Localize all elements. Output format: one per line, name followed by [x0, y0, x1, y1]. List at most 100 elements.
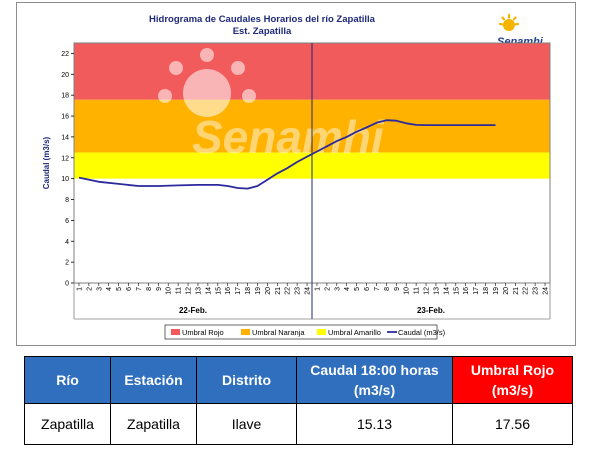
legend-swatch-2	[317, 329, 326, 335]
x-tick-label-25: 2	[324, 287, 331, 291]
legend-swatch-0	[171, 329, 180, 335]
x-tick-label-31: 8	[384, 287, 391, 291]
x-tick-label-47: 24	[543, 287, 550, 295]
y-tick-label-1: 2	[65, 260, 69, 267]
y-tick-label-7: 14	[61, 134, 69, 141]
x-tick-label-14: 15	[215, 287, 222, 295]
x-tick-label-16: 17	[235, 287, 242, 295]
x-tick-label-23: 24	[305, 287, 312, 295]
x-tick-label-42: 19	[493, 287, 500, 295]
legend-label-1: Umbral Naranja	[252, 328, 305, 337]
chart-title: Hidrograma de Caudales Horarios del río …	[149, 14, 376, 25]
hydrograph-chart: Hidrograma de Caudales Horarios del río …	[42, 13, 551, 340]
x-tick-label-0: 1	[76, 287, 83, 291]
legend-label-3: Caudal (m3/s)	[398, 328, 446, 337]
x-tick-label-7: 8	[146, 287, 153, 291]
x-tick-label-30: 7	[374, 287, 381, 291]
x-tick-label-41: 18	[483, 287, 490, 295]
x-tick-label-26: 3	[334, 287, 341, 291]
chart-frame: Hidrograma de Caudales Horarios del río …	[16, 2, 576, 346]
x-tick-label-8: 9	[156, 287, 163, 291]
x-tick-label-2: 3	[96, 287, 103, 291]
x-tick-label-33: 10	[404, 287, 411, 295]
x-tick-label-38: 15	[453, 287, 460, 295]
cell-umbral-rojo: 17.56	[452, 403, 573, 445]
cell-distrito: Ilave	[196, 403, 297, 445]
x-tick-label-1: 2	[86, 287, 93, 291]
y-axis-title: Caudal (m3/s)	[42, 136, 51, 189]
y-tick-label-4: 8	[65, 197, 69, 204]
x-tick-label-17: 18	[245, 287, 252, 295]
watermark-sun-ray-1	[231, 61, 245, 75]
x-tick-label-9: 10	[166, 287, 173, 295]
legend-label-0: Umbral Rojo	[182, 328, 224, 337]
y-tick-label-5: 10	[61, 176, 69, 183]
y-tick-label-3: 6	[65, 218, 69, 225]
x-tick-label-39: 16	[463, 287, 470, 295]
x-tick-label-10: 11	[176, 287, 183, 294]
x-tick-label-28: 5	[354, 287, 361, 291]
y-tick-label-6: 12	[61, 155, 69, 162]
header-caudal: Caudal 18:00 horas (m3/s)	[296, 356, 453, 404]
y-tick-label-9: 18	[61, 93, 69, 100]
x-tick-label-3: 4	[106, 287, 113, 291]
summary-table: Río Estación Distrito Caudal 18:00 horas…	[24, 356, 573, 445]
legend-label-2: Umbral Amarillo	[328, 328, 381, 337]
x-tick-label-18: 19	[255, 287, 262, 295]
x-tick-label-46: 23	[533, 287, 540, 295]
y-tick-label-0: 0	[65, 281, 69, 288]
x-tick-label-11: 12	[186, 287, 193, 295]
y-tick-label-8: 16	[61, 114, 69, 121]
x-tick-label-44: 21	[513, 287, 520, 295]
legend-box	[164, 324, 438, 340]
x-tick-label-36: 13	[433, 287, 440, 295]
x-tick-label-6: 7	[136, 287, 143, 291]
table-row: Zapatilla Zapatilla Ilave 15.13 17.56	[24, 403, 573, 445]
x-tick-label-22: 23	[295, 287, 302, 295]
x-tick-label-5: 6	[126, 287, 133, 291]
header-rio: Río	[24, 356, 111, 404]
y-tick-label-11: 22	[61, 51, 69, 58]
x-tick-label-4: 5	[116, 287, 123, 291]
x-tick-label-24: 1	[314, 287, 321, 291]
cell-estacion: Zapatilla	[110, 403, 197, 445]
watermark-sun-ray-2	[242, 89, 256, 103]
x-tick-label-20: 21	[275, 287, 282, 295]
x-tick-label-12: 13	[195, 287, 202, 295]
legend-swatch-1	[241, 329, 250, 335]
x-tick-label-43: 20	[503, 287, 510, 295]
x-tick-label-27: 4	[344, 287, 351, 291]
y-tick-label-10: 20	[61, 72, 69, 79]
x-tick-label-34: 11	[414, 287, 421, 294]
cell-rio: Zapatilla	[24, 403, 111, 445]
table-header-row: Río Estación Distrito Caudal 18:00 horas…	[24, 356, 573, 404]
header-estacion: Estación	[110, 356, 197, 404]
x-tick-label-19: 20	[265, 287, 272, 295]
x-tick-label-15: 16	[225, 287, 232, 295]
x-tick-label-13: 14	[205, 287, 212, 295]
watermark-sun-ray-3	[169, 61, 183, 75]
cell-caudal: 15.13	[296, 403, 453, 445]
legend: Umbral Rojo Umbral Naranja Umbral Amarillo…	[164, 324, 446, 340]
y-tick-label-2: 4	[65, 239, 69, 246]
chart-subtitle: Est. Zapatilla	[233, 26, 292, 37]
sun-icon	[498, 13, 520, 31]
x-tick-label-37: 14	[443, 287, 450, 295]
x-tick-label-35: 12	[424, 287, 431, 295]
watermark: Senamhi	[158, 48, 385, 163]
day-label-0: 22-Feb.	[179, 306, 207, 315]
x-tick-label-32: 9	[394, 287, 401, 291]
watermark-sun-ray-0	[200, 48, 214, 62]
watermark-sun-ray-4	[158, 89, 172, 103]
x-tick-label-45: 22	[523, 287, 530, 295]
watermark-sun-core	[183, 69, 231, 117]
watermark-sun-icon	[158, 48, 256, 117]
day-label-1: 23-Feb.	[417, 306, 445, 315]
x-tick-label-40: 17	[473, 287, 480, 295]
series-line-0	[78, 119, 496, 190]
x-tick-label-21: 22	[285, 287, 292, 295]
header-distrito: Distrito	[196, 356, 297, 404]
watermark-text: Senamhi	[192, 111, 385, 163]
header-umbral-rojo: Umbral Rojo (m3/s)	[452, 356, 573, 404]
